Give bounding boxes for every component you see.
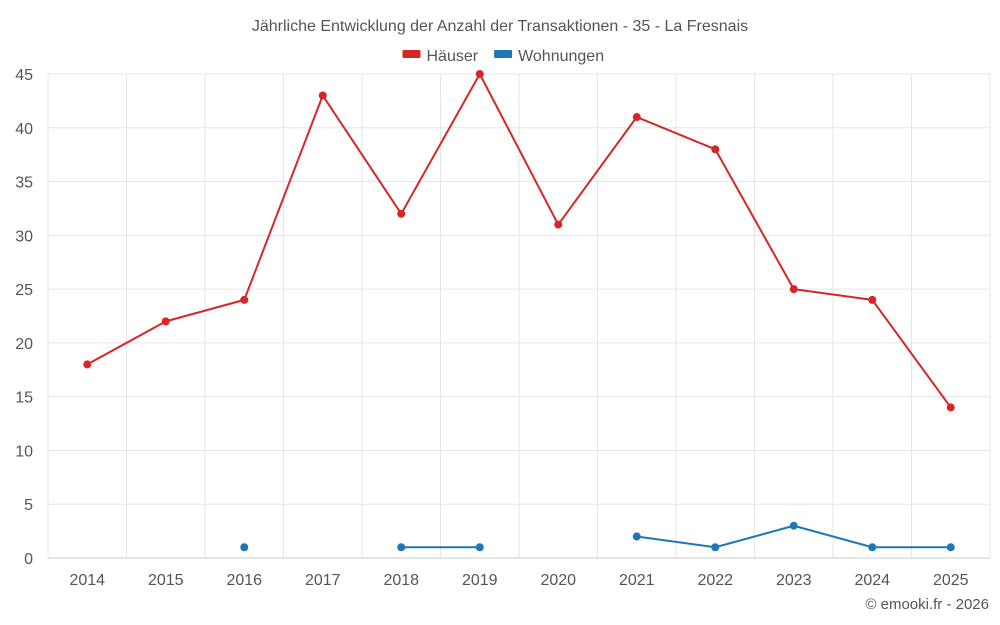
legend: Häuser Wohnungen <box>402 48 604 65</box>
series-line <box>86 73 952 409</box>
x-tick-label: 2018 <box>383 572 419 589</box>
data-point[interactable] <box>632 532 641 541</box>
legend-label: Wohnungen <box>518 48 604 65</box>
data-point[interactable] <box>789 285 798 294</box>
x-tick-label: 2025 <box>933 572 969 589</box>
y-tick-label: 15 <box>15 390 33 407</box>
data-point[interactable] <box>161 317 170 326</box>
legend-item-0[interactable]: Häuser <box>402 48 479 65</box>
x-tick-label: 2017 <box>305 572 341 589</box>
data-point[interactable] <box>711 543 720 552</box>
data-point[interactable] <box>318 91 327 100</box>
legend-label: Häuser <box>427 48 479 65</box>
credit-text: © emooki.fr - 2026 <box>865 596 989 613</box>
series-1 <box>240 521 955 552</box>
legend-swatch <box>494 50 513 58</box>
data-point[interactable] <box>789 521 798 530</box>
x-tick-label: 2024 <box>854 572 890 589</box>
data-point[interactable] <box>240 543 249 552</box>
data-point[interactable] <box>475 70 484 78</box>
data-point[interactable] <box>554 220 563 229</box>
x-tick-label: 2019 <box>462 572 498 589</box>
y-tick-label: 40 <box>15 121 33 138</box>
x-tick-label: 2023 <box>776 572 812 589</box>
x-tick-label: 2014 <box>69 572 105 589</box>
chart-title: Jährliche Entwicklung der Anzahl der Tra… <box>252 18 748 35</box>
series-group <box>83 70 955 552</box>
data-point[interactable] <box>868 543 877 552</box>
legend-item-1[interactable]: Wohnungen <box>494 48 604 65</box>
y-tick-label: 0 <box>24 551 33 568</box>
data-point[interactable] <box>632 113 641 122</box>
data-point[interactable] <box>711 145 720 154</box>
y-tick-label: 35 <box>15 175 33 192</box>
data-point[interactable] <box>868 295 877 304</box>
x-tick-label: 2020 <box>540 572 576 589</box>
data-point[interactable] <box>397 543 406 552</box>
y-tick-label: 10 <box>15 443 33 460</box>
y-tick-label: 5 <box>24 497 33 514</box>
x-tick-label: 2022 <box>697 572 733 589</box>
y-tick-label: 20 <box>15 336 33 353</box>
data-point[interactable] <box>946 403 955 412</box>
data-point[interactable] <box>946 543 955 552</box>
series-0 <box>83 70 955 412</box>
y-tick-label: 25 <box>15 282 33 299</box>
y-axis: 0 5 10 15 20 25 30 35 40 45 <box>15 67 33 568</box>
data-point[interactable] <box>475 543 484 552</box>
x-tick-label: 2015 <box>148 572 184 589</box>
grid <box>47 73 991 558</box>
y-tick-label: 30 <box>15 228 33 245</box>
legend-swatch <box>402 50 421 58</box>
x-tick-label: 2016 <box>226 572 262 589</box>
data-point[interactable] <box>397 209 406 218</box>
y-tick-label: 45 <box>15 67 33 84</box>
data-point[interactable] <box>83 360 92 369</box>
x-tick-label: 2021 <box>619 572 655 589</box>
x-axis: 2014 2015 2016 2017 2018 2019 2020 2021 2022 2023… <box>69 572 968 589</box>
data-point[interactable] <box>240 295 249 304</box>
